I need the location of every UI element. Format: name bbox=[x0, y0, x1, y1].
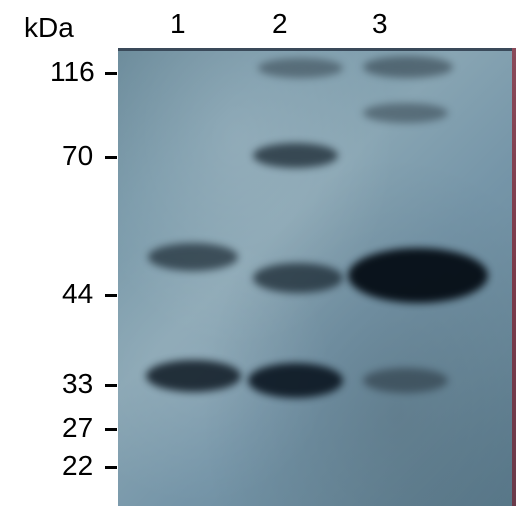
band-lane3-9 bbox=[363, 368, 448, 393]
band-lane2-5 bbox=[248, 363, 343, 398]
blot-membrane bbox=[118, 48, 516, 506]
marker-tick-44 bbox=[105, 294, 117, 297]
marker-116: 116 bbox=[50, 56, 95, 88]
marker-33: 33 bbox=[62, 368, 93, 400]
kda-unit-label: kDa bbox=[24, 12, 74, 44]
lane-label-3: 3 bbox=[372, 8, 388, 40]
marker-tick-27 bbox=[105, 428, 117, 431]
marker-44: 44 bbox=[62, 278, 93, 310]
marker-tick-33 bbox=[105, 384, 117, 387]
band-lane2-3 bbox=[253, 143, 338, 168]
band-lane3-6 bbox=[363, 56, 453, 78]
band-lane2-2 bbox=[258, 58, 343, 78]
blot-right-edge bbox=[512, 48, 516, 506]
marker-70: 70 bbox=[62, 140, 93, 172]
band-lane2-4 bbox=[253, 263, 343, 293]
band-lane3-7 bbox=[363, 103, 448, 123]
lane-label-1: 1 bbox=[170, 8, 186, 40]
marker-tick-116 bbox=[105, 72, 117, 75]
blot-figure: kDa 1 2 3 116 70 44 33 27 22 bbox=[0, 0, 526, 516]
marker-tick-70 bbox=[105, 156, 117, 159]
marker-22: 22 bbox=[62, 450, 93, 482]
marker-tick-22 bbox=[105, 466, 117, 469]
lane-label-2: 2 bbox=[272, 8, 288, 40]
band-lane3-8 bbox=[348, 248, 488, 303]
band-lane1-0 bbox=[148, 243, 238, 271]
blot-top-edge bbox=[118, 48, 516, 51]
band-lane1-1 bbox=[146, 360, 241, 392]
marker-27: 27 bbox=[62, 412, 93, 444]
